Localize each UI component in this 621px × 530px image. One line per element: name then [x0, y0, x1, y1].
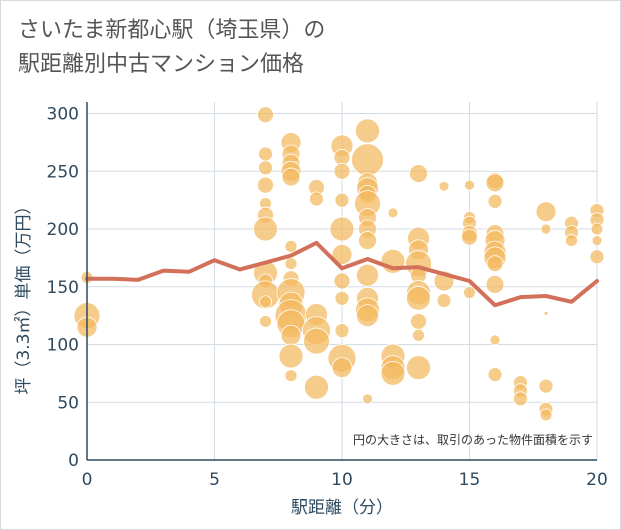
bubble-point	[538, 378, 554, 394]
x-tick-label: 15	[459, 470, 481, 490]
bubble-point	[331, 244, 353, 265]
bubble-point	[257, 106, 274, 124]
bubble-point	[464, 179, 475, 191]
bubble-point	[387, 207, 399, 219]
bubble-point	[410, 313, 427, 330]
y-tick-label: 100	[47, 336, 79, 356]
bubble-point	[356, 263, 379, 287]
bubble-point	[485, 275, 505, 294]
bubble-point	[309, 191, 324, 207]
y-tick-label: 150	[47, 278, 79, 298]
bubble-point	[331, 357, 353, 379]
x-axis-label: 駅距離（分）	[291, 498, 393, 518]
bubble-point	[280, 324, 302, 346]
bubble-point	[438, 180, 450, 192]
bubble-point	[589, 249, 605, 265]
bubble-point	[543, 310, 549, 316]
bubble-point	[351, 143, 384, 177]
bubble-point	[436, 293, 452, 309]
bubble-point	[334, 323, 350, 339]
bubble-point	[487, 193, 503, 209]
bubble-point	[284, 257, 298, 271]
bubble-point	[355, 118, 380, 144]
chart-title-line1: さいたま新都心駅（埼玉県）の	[18, 18, 326, 43]
x-tick-label: 5	[209, 470, 220, 490]
average-line-layer	[85, 240, 599, 308]
bubble-point	[278, 343, 304, 369]
y-axis-label: 坪（3.3㎡）単価（万円）	[14, 197, 34, 394]
x-tick-label: 10	[331, 470, 353, 490]
bubble-point	[258, 160, 273, 176]
bubble-layer	[73, 106, 605, 422]
bubble-point	[380, 360, 406, 386]
y-tick-label: 0	[68, 451, 79, 471]
bubble-point	[334, 290, 350, 306]
bubble-point	[258, 146, 273, 162]
bubble-point	[334, 192, 350, 208]
y-tick-label: 300	[47, 105, 79, 125]
bubble-point	[406, 355, 431, 381]
y-tick-label: 200	[47, 220, 79, 240]
bubble-point	[461, 228, 478, 246]
average-price-line	[85, 240, 599, 308]
bubble-point	[409, 164, 428, 184]
bubble-point	[487, 367, 503, 382]
bubble-point	[486, 255, 504, 273]
chart-title: さいたま新都心駅（埼玉県）の 駅距離別中古マンション価格	[18, 14, 325, 82]
y-tick-label: 250	[47, 162, 79, 182]
bubble-point	[333, 272, 351, 290]
bubble-point	[329, 216, 355, 242]
bubble-point	[590, 222, 604, 236]
bubble-point	[463, 286, 476, 299]
x-tick-label: 0	[82, 470, 93, 490]
bubble-point	[358, 231, 377, 250]
size-annotation: 円の大きさは、取引のあった物件面積を示す	[353, 432, 593, 447]
x-tick-label: 20	[586, 470, 608, 490]
bubble-point	[535, 201, 557, 223]
bubble-point	[539, 408, 553, 422]
bubble-point	[284, 369, 298, 383]
bubble-point	[303, 327, 330, 355]
bubble-point	[281, 167, 301, 187]
bubble-point	[489, 334, 501, 346]
bubble-point	[565, 234, 578, 247]
bubble-point	[284, 239, 298, 253]
bubble-point	[259, 315, 272, 328]
bubble-point	[259, 295, 272, 309]
bubble-point	[513, 391, 528, 407]
bubble-point	[540, 223, 552, 235]
bubble-point	[356, 304, 379, 328]
bubble-point	[304, 374, 329, 400]
bubble-point	[485, 173, 505, 193]
bubble-point	[591, 235, 603, 246]
bubble-point	[406, 285, 431, 311]
bubble-point	[253, 216, 278, 242]
y-tick-label: 50	[57, 393, 79, 413]
bubble-point	[333, 162, 351, 180]
bubble-point	[362, 393, 373, 405]
chart-title-line2: 駅距離別中古マンション価格	[18, 52, 305, 77]
bubble-point	[257, 176, 274, 194]
bubble-point	[412, 328, 425, 342]
